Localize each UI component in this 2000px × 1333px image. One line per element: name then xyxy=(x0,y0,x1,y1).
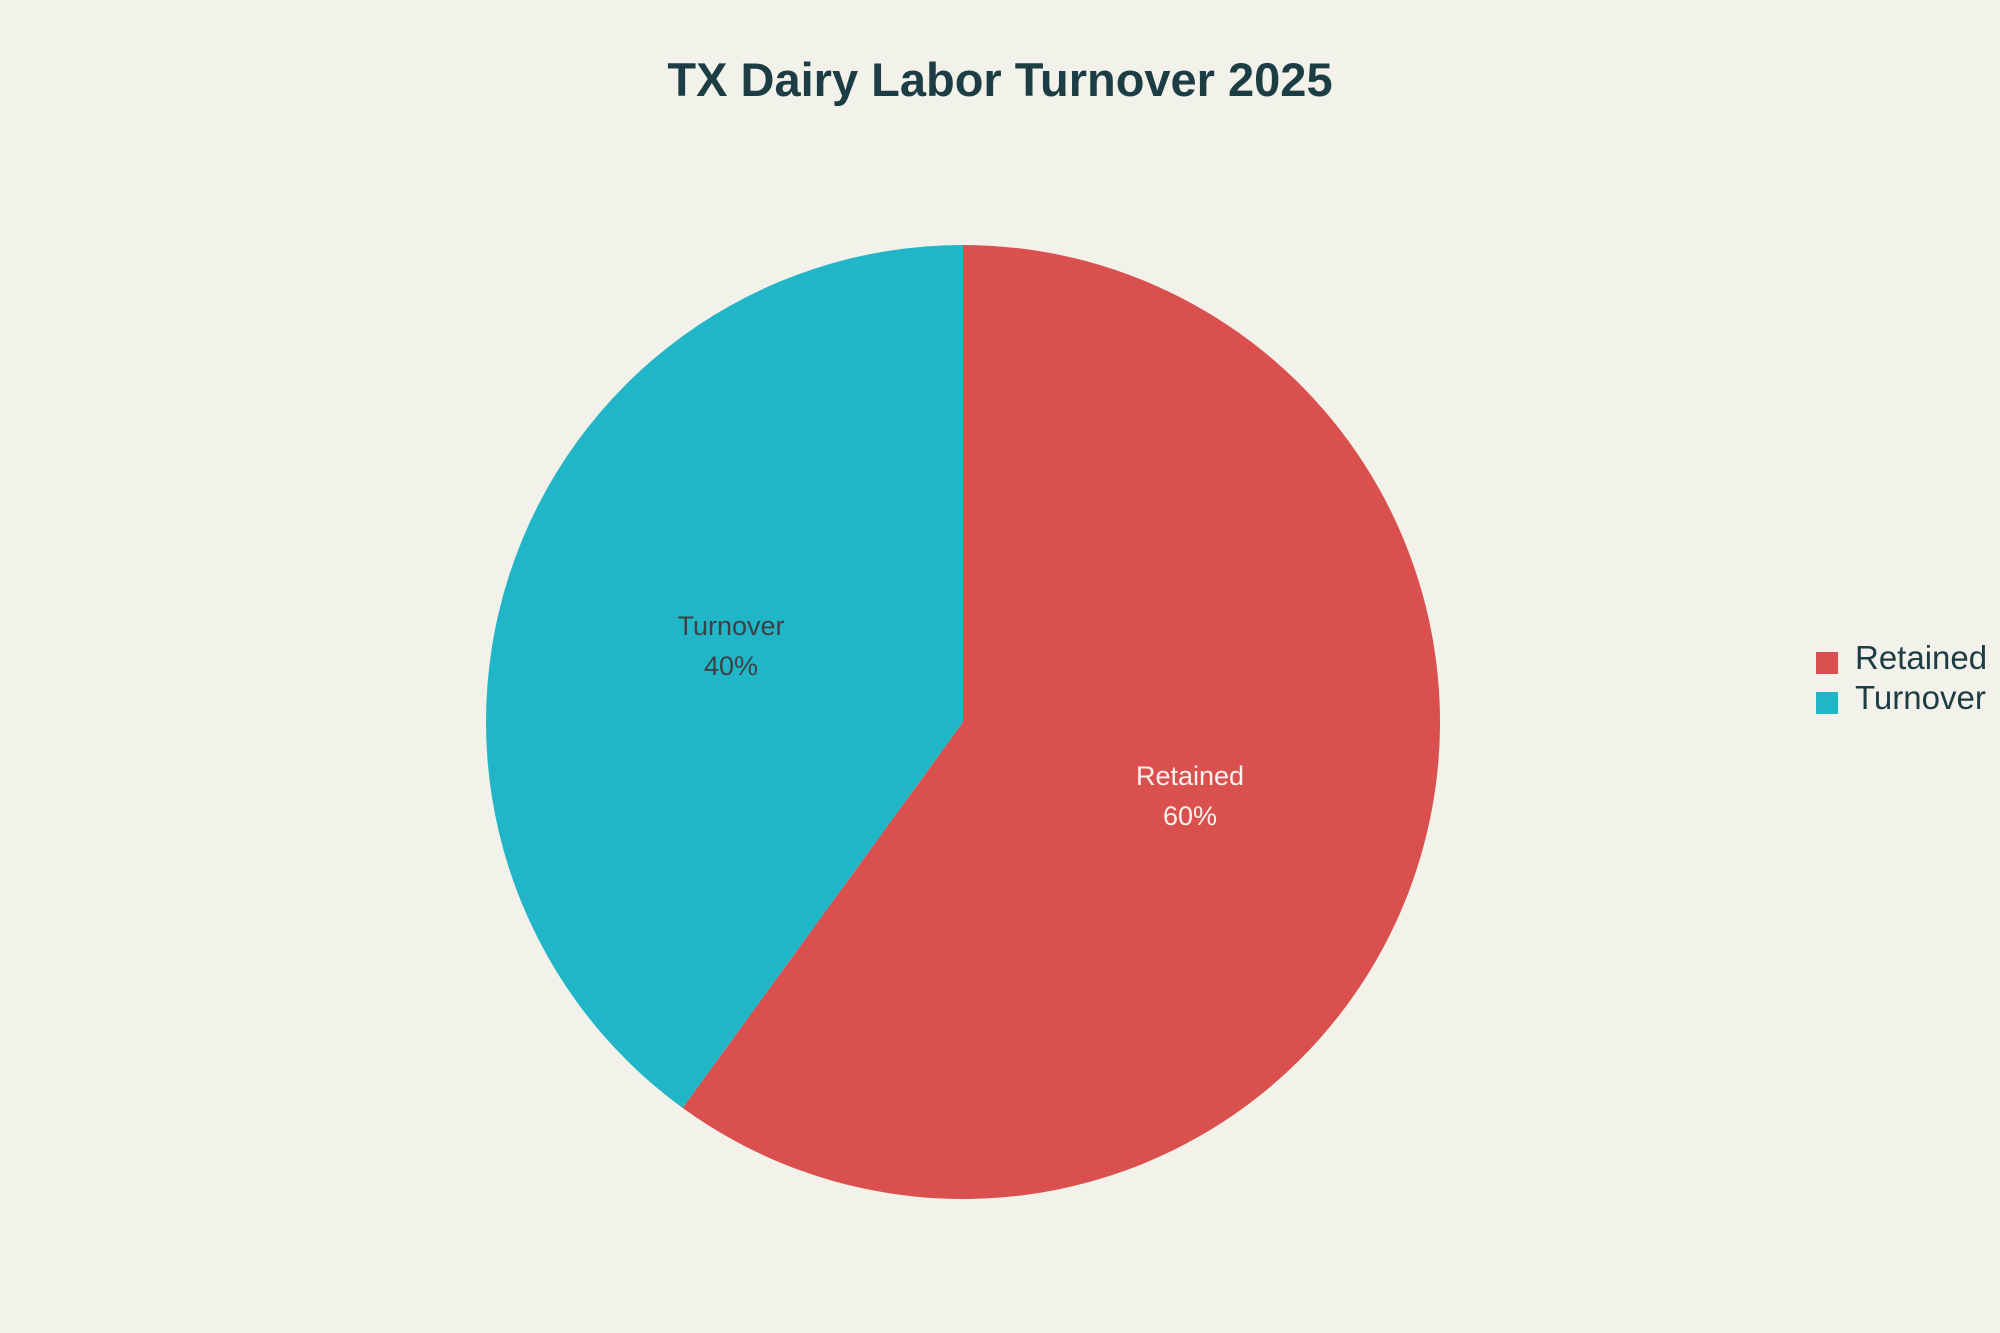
svg-text:Turnover: Turnover xyxy=(677,611,784,641)
svg-text:Turnover: Turnover xyxy=(1855,679,1986,716)
svg-text:Retained: Retained xyxy=(1136,761,1244,791)
svg-text:Retained: Retained xyxy=(1855,639,1987,676)
svg-text:60%: 60% xyxy=(1163,801,1217,831)
svg-text:40%: 40% xyxy=(704,651,758,681)
